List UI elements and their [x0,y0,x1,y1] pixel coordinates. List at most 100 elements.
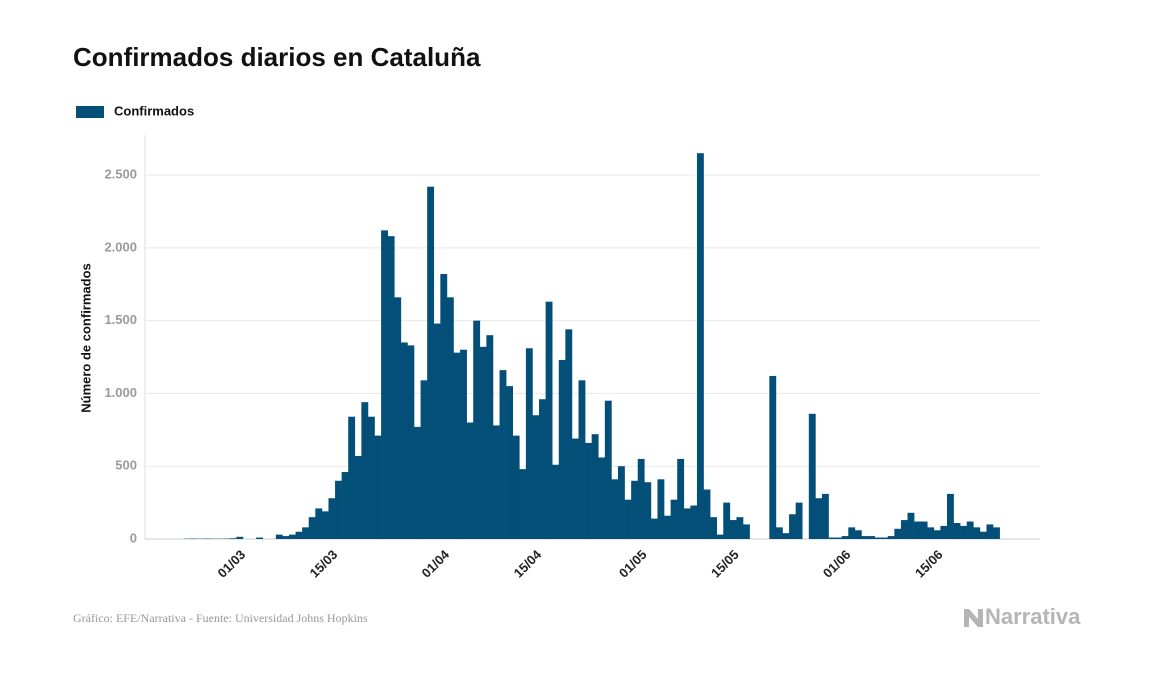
bar [387,236,395,539]
bar [558,359,566,539]
bar [861,536,869,539]
x-tick-label: 01/04 [419,546,453,580]
source: Gráfico: EFE/Narrativa - Fuente: Univers… [73,611,368,625]
bar [940,525,948,539]
bar [591,434,599,539]
bar [302,527,310,539]
y-tick-label: 500 [115,458,137,473]
bar [657,479,665,539]
x-tick-label: 01/03 [215,547,249,581]
bar [321,511,329,539]
bar [414,426,421,539]
bar [256,537,263,539]
bar [427,186,435,540]
bar [539,399,546,539]
bar [986,524,994,539]
bar [703,489,711,539]
x-tick-label: 15/03 [307,547,341,581]
bar [841,536,849,539]
bar [578,380,586,539]
bar [328,498,336,539]
bar [854,530,862,539]
bar [907,512,915,539]
bar [920,521,928,539]
bar [236,536,244,539]
bar [341,472,349,539]
bar [525,348,533,539]
bar [315,508,323,539]
bar [894,528,902,539]
bar [499,370,507,539]
bar [361,402,369,539]
logo-icon [964,609,983,627]
bar [848,527,856,539]
bar [650,518,658,539]
bar [953,522,961,539]
bar [993,527,1000,539]
bar [420,380,428,539]
bar [973,527,981,539]
bar [335,480,342,539]
bar [808,413,816,539]
bar [835,537,843,539]
bar [433,323,441,539]
bar [946,493,954,539]
bar [624,499,632,539]
bar [394,297,402,539]
bar [960,525,968,539]
logo: Narrativa [985,604,1081,629]
y-tick-label: 1.500 [104,312,137,327]
bar [933,530,941,539]
bar [677,458,685,539]
bar [446,297,454,539]
bar [611,479,619,539]
bar [723,502,731,539]
bar [927,527,935,539]
bar [664,515,671,539]
bar [729,520,737,539]
bar [367,416,375,539]
bar [486,335,494,539]
y-tick-label: 0 [130,530,137,545]
bar [900,520,908,539]
bar [400,342,408,539]
bar [460,349,467,539]
bar [604,400,612,539]
bar [710,517,717,539]
x-tick-label: 15/04 [511,546,545,580]
bar [479,346,487,539]
bar [407,345,415,539]
bar [354,456,362,539]
bar [821,493,829,539]
bar [565,329,573,539]
bar [769,375,777,539]
y-tick-label: 2.000 [104,239,137,254]
bar [545,301,553,539]
bar [696,153,704,540]
legend-swatch [76,106,104,118]
y-axis-label: Número de confirmados [78,263,93,413]
bar [374,435,382,539]
bar [887,536,895,539]
bar [782,533,790,539]
bar [868,536,875,539]
legend-label: Confirmados [114,103,194,118]
bar [275,534,283,539]
x-tick-label: 01/05 [616,547,650,581]
y-tick-label: 1.000 [104,385,137,400]
bar [914,521,921,539]
bar [683,508,691,539]
bar [644,482,652,539]
bar [690,505,698,539]
bar [348,416,356,539]
bar [736,517,744,539]
x-tick-label: 15/06 [912,547,946,581]
bar [440,274,448,539]
bar [670,499,678,539]
bar [453,352,461,539]
bar [716,534,724,539]
bar [519,469,527,539]
x-tick-label: 01/06 [820,547,854,581]
bar [881,537,889,539]
